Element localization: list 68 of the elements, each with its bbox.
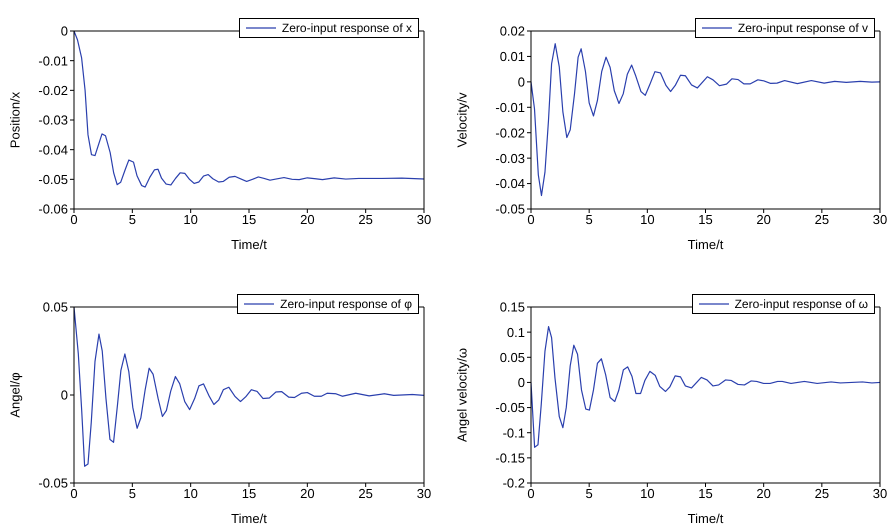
x-tick-label: 20 bbox=[300, 486, 315, 502]
y-tick-label: 0 bbox=[60, 24, 68, 39]
x-tick-label: 20 bbox=[756, 486, 771, 502]
y-tick-label: -0.1 bbox=[502, 425, 525, 440]
y-axis-title: Velocity/v bbox=[454, 92, 470, 148]
y-axis-title: Position/x bbox=[7, 91, 22, 148]
y-axis-title: Angel velocity/ω bbox=[454, 348, 470, 442]
y-tick-label: -0.01 bbox=[38, 53, 68, 68]
x-tick-label: 15 bbox=[698, 212, 713, 228]
y-tick-label: -0.05 bbox=[38, 172, 68, 187]
x-axis-title: Time/t bbox=[231, 511, 268, 526]
x-tick-label: 5 bbox=[586, 212, 593, 228]
legend-label: Zero-input response of x bbox=[282, 21, 412, 35]
line-series bbox=[531, 43, 880, 196]
y-tick-label: -0.15 bbox=[495, 450, 525, 466]
y-tick-label: 0.05 bbox=[42, 300, 68, 315]
x-tick-label: 25 bbox=[358, 486, 373, 502]
x-tick-label: 5 bbox=[128, 486, 136, 502]
y-tick-label: -0.02 bbox=[495, 125, 525, 140]
x-tick-label: 25 bbox=[814, 486, 830, 502]
y-tick-label: 0.02 bbox=[500, 24, 525, 39]
x-tick-label: 15 bbox=[698, 486, 713, 502]
y-tick-label: -0.04 bbox=[495, 176, 525, 192]
y-tick-label: -0.04 bbox=[38, 142, 68, 158]
y-tick-label: 0.01 bbox=[500, 49, 525, 64]
y-tick-label: -0.03 bbox=[495, 150, 525, 166]
x-axis-title: Time/t bbox=[688, 511, 724, 526]
legend-label: Zero-input response of ω bbox=[734, 297, 868, 311]
x-tick-label: 30 bbox=[416, 486, 432, 502]
y-tick-label: -0.01 bbox=[495, 100, 525, 115]
y-tick-label: 0.05 bbox=[500, 350, 525, 365]
legend-label: Zero-input response of φ bbox=[280, 297, 412, 311]
x-tick-label: 5 bbox=[128, 212, 136, 228]
y-tick-label: -0.03 bbox=[38, 112, 68, 128]
x-tick-label: 20 bbox=[756, 212, 771, 228]
y-tick-label: 0 bbox=[60, 388, 68, 403]
x-tick-label: 15 bbox=[242, 486, 256, 502]
y-tick-label: 0 bbox=[518, 74, 525, 90]
x-tick-label: 30 bbox=[872, 212, 888, 228]
y-tick-label: -0.05 bbox=[495, 400, 525, 416]
x-tick-label: 10 bbox=[183, 212, 198, 228]
x-tick-label: 30 bbox=[872, 486, 888, 502]
x-tick-label: 10 bbox=[640, 212, 655, 228]
x-tick-label: 30 bbox=[416, 212, 432, 228]
line-series bbox=[531, 326, 880, 448]
x-tick-label: 25 bbox=[814, 212, 830, 228]
x-tick-label: 0 bbox=[527, 212, 535, 228]
x-axis-title: Time/t bbox=[688, 237, 724, 252]
y-tick-label: -0.05 bbox=[38, 476, 68, 491]
y-axis-title: Angel/φ bbox=[7, 372, 22, 418]
y-tick-label: -0.02 bbox=[38, 82, 68, 98]
y-tick-label: -0.05 bbox=[495, 202, 525, 217]
x-tick-label: 10 bbox=[183, 486, 198, 502]
x-tick-label: 25 bbox=[358, 212, 373, 228]
x-tick-label: 15 bbox=[242, 212, 256, 228]
y-tick-label: 0.1 bbox=[506, 324, 525, 340]
x-axis-title: Time/t bbox=[231, 237, 268, 252]
x-tick-label: 20 bbox=[300, 212, 315, 228]
x-tick-label: 0 bbox=[527, 486, 535, 502]
x-tick-label: 5 bbox=[586, 486, 593, 502]
x-tick-label: 10 bbox=[640, 486, 655, 502]
y-tick-label: 0.15 bbox=[500, 300, 525, 315]
y-tick-label: 0 bbox=[518, 375, 525, 390]
x-tick-label: 0 bbox=[70, 486, 78, 502]
y-tick-label: -0.2 bbox=[502, 476, 525, 491]
x-tick-label: 0 bbox=[70, 212, 78, 228]
y-tick-label: -0.06 bbox=[38, 202, 68, 217]
legend-label: Zero-input response of v bbox=[738, 21, 868, 35]
